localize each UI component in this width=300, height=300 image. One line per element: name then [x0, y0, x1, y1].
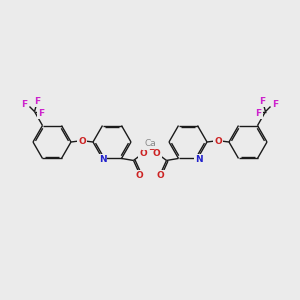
Text: O: O [78, 136, 86, 146]
Text: O: O [136, 171, 143, 180]
Text: F: F [272, 100, 279, 109]
Text: Ca: Ca [144, 140, 156, 148]
Text: −: − [148, 145, 155, 154]
Text: O: O [153, 149, 160, 158]
Text: O: O [157, 171, 164, 180]
Text: F: F [21, 100, 28, 109]
Text: F: F [255, 109, 262, 118]
Text: F: F [34, 97, 40, 106]
Text: F: F [38, 109, 45, 118]
Text: −: − [145, 145, 152, 154]
Text: O: O [214, 136, 222, 146]
Text: F: F [260, 97, 266, 106]
Text: N: N [195, 155, 202, 164]
Text: N: N [99, 155, 106, 164]
Text: O: O [140, 149, 147, 158]
